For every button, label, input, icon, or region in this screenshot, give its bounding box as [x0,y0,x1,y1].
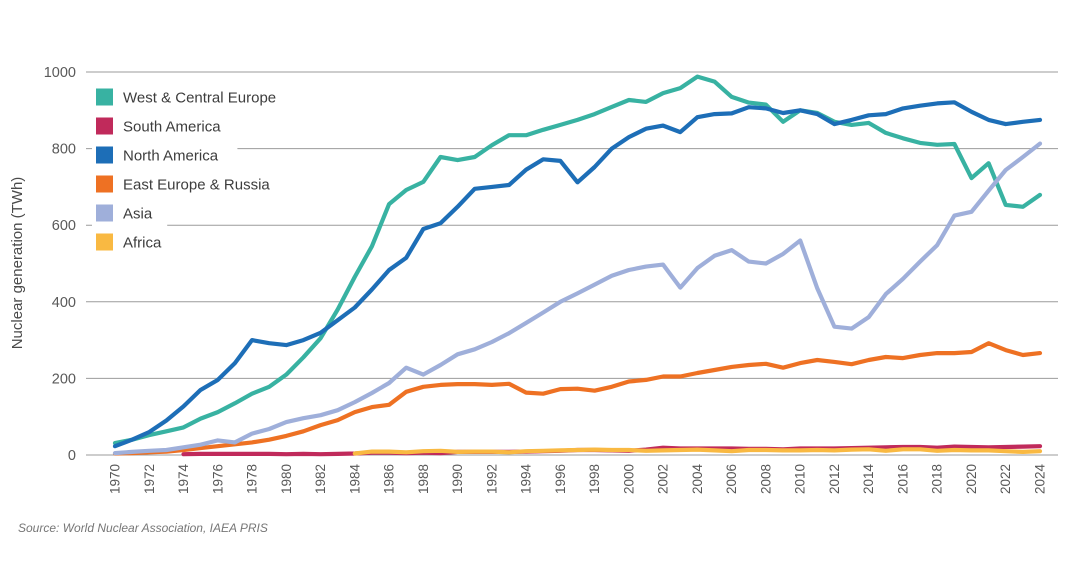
legend-label-east-europe-russia: East Europe & Russia [123,177,270,194]
x-tick-label-2010: 2010 [793,464,808,494]
legend-label-asia: Asia [123,206,153,223]
series-line-africa [352,447,1043,456]
y-tick-label-1000: 1000 [44,65,76,81]
legend-item-asia: Asia [92,200,168,226]
x-tick-label-1998: 1998 [587,464,602,494]
y-tick-label-400: 400 [52,295,76,311]
x-tick-label-2020: 2020 [964,464,979,494]
x-tick-label-1972: 1972 [142,464,157,494]
legend-item-north-america: North America [92,142,238,168]
legend-label-south-america: South America [123,119,221,136]
x-tick-label-1994: 1994 [519,464,534,495]
legend-swatch-west-central-europe [96,88,113,106]
x-tick-label-2012: 2012 [827,464,842,494]
legend-item-africa: Africa [92,229,183,255]
gridlines [86,71,1058,456]
x-tick-label-1996: 1996 [553,464,568,494]
x-axis-tick-labels: 1970 1972 1974 1976 1978 1980 1982 1984 1986 1988… [108,464,1048,495]
y-axis-tick-labels: 0 200 400 600 800 1000 [44,65,76,464]
series-lines [112,74,1043,457]
legend-swatch-east-europe-russia [96,175,113,193]
legend: West & Central Europe South America North … [92,84,300,255]
x-tick-label-2016: 2016 [895,464,910,494]
x-tick-label-2002: 2002 [656,464,671,494]
legend-item-east-europe-russia: East Europe & Russia [92,171,292,197]
legend-label-north-america: North America [123,148,219,165]
series-line-west-central-europe [112,74,1043,446]
x-tick-label-2022: 2022 [998,464,1013,494]
x-tick-label-1970: 1970 [108,464,123,494]
x-tick-label-2024: 2024 [1033,464,1048,495]
y-axis-title: Nuclear generation (TWh) [9,177,26,350]
legend-swatch-asia [96,204,113,222]
x-tick-label-1990: 1990 [450,464,465,494]
x-tick-label-2018: 2018 [930,464,945,494]
x-tick-label-2006: 2006 [724,464,739,494]
x-tick-label-2014: 2014 [861,464,876,495]
y-tick-label-600: 600 [52,218,76,234]
legend-label-west-central-europe: West & Central Europe [123,90,276,107]
x-tick-label-1986: 1986 [382,464,397,494]
series-line-asia [112,141,1043,456]
x-tick-label-1976: 1976 [210,464,225,494]
series-line-east-europe-russia [112,341,1043,456]
x-tick-label-2000: 2000 [621,464,636,494]
legend-swatch-africa [96,233,113,251]
legend-swatch-north-america [96,146,113,164]
legend-item-bg [92,171,292,197]
y-tick-label-200: 200 [52,371,76,387]
x-tick-label-1980: 1980 [279,464,294,494]
legend-item-bg [92,84,300,110]
source-note: Source: World Nuclear Association, IAEA … [18,521,268,535]
x-tick-label-1978: 1978 [245,464,260,494]
x-tick-label-1988: 1988 [416,464,431,494]
x-tick-label-1984: 1984 [347,464,362,495]
series-line-north-america [112,100,1043,449]
legend-item-west-central-europe: West & Central Europe [92,84,300,110]
x-tick-label-2008: 2008 [758,464,773,494]
x-tick-label-2004: 2004 [690,464,705,495]
legend-swatch-south-america [96,117,113,135]
y-tick-label-800: 800 [52,142,76,158]
legend-item-south-america: South America [92,113,238,139]
x-tick-label-1974: 1974 [176,464,191,495]
legend-label-africa: Africa [123,235,162,252]
legend-item-bg [92,142,238,168]
y-tick-label-0: 0 [68,448,76,464]
x-tick-label-1992: 1992 [484,464,499,494]
x-tick-label-1982: 1982 [313,464,328,494]
legend-item-bg [92,113,238,139]
